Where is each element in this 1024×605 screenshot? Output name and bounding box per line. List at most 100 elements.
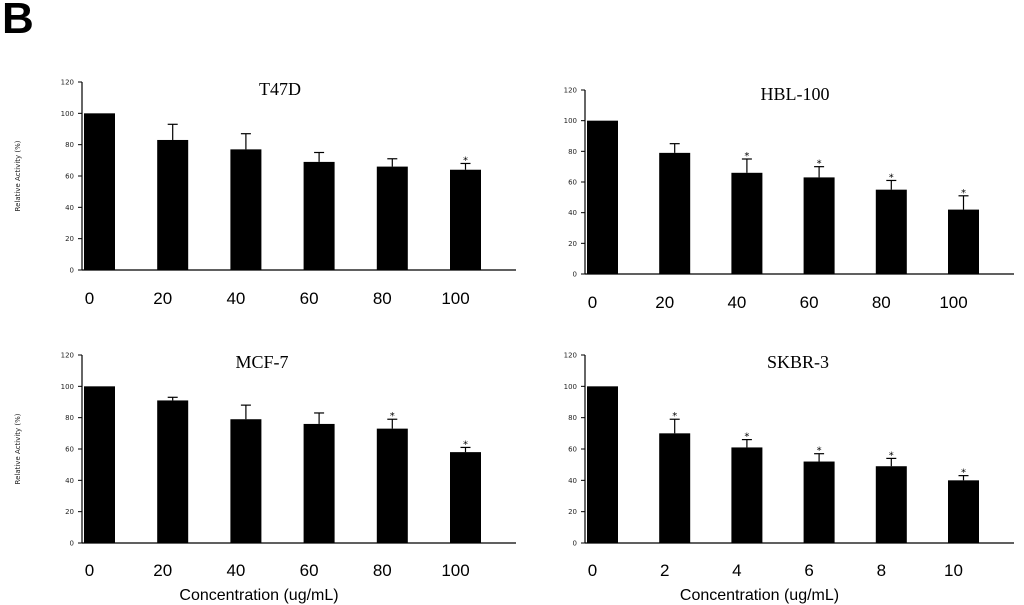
y-axis-label: Relative Activity (%): [14, 140, 22, 211]
significance-marker: *: [672, 411, 677, 422]
bar: [587, 386, 618, 543]
significance-marker: *: [463, 439, 468, 450]
significance-marker: *: [390, 411, 395, 422]
x-tick-label: 100: [441, 289, 469, 308]
x-tick-label: 20: [153, 289, 172, 308]
y-tick-label: 60: [568, 179, 577, 187]
bar: [376, 166, 408, 270]
chart-title: MCF-7: [235, 352, 288, 372]
bar: [157, 400, 189, 543]
y-tick-label: 20: [568, 240, 577, 248]
y-tick-label: 120: [61, 352, 74, 360]
y-tick-label: 60: [65, 173, 74, 181]
x-tick-label: 20: [655, 293, 674, 312]
y-tick-label: 100: [564, 117, 577, 125]
chart-0: T47D 0 20 40 60 80 100 120 Relative Activity (%)…: [14, 79, 516, 308]
y-tick-label: 0: [70, 267, 74, 275]
y-tick-label: 100: [61, 383, 74, 391]
x-tick-label: 0: [588, 561, 597, 580]
x-tick-label: 80: [373, 561, 392, 580]
x-tick-label: 80: [872, 293, 891, 312]
y-tick-label: 20: [65, 508, 74, 516]
chart-title: HBL-100: [761, 84, 830, 104]
x-tick-label: 40: [226, 561, 245, 580]
x-tick-label: 2: [660, 561, 669, 580]
bar: [84, 113, 115, 270]
bar: [948, 209, 979, 274]
y-tick-label: 100: [61, 110, 74, 118]
bar: [875, 466, 907, 543]
bar: [450, 452, 481, 543]
bar: [659, 152, 691, 274]
x-tick-label: 20: [153, 561, 172, 580]
x-tick-label: 40: [727, 293, 746, 312]
chart-3: SKBR-3 0 20 40 60 80 100 120 0 * 2 * 4 * 6 * 8 * 10 Concent…: [564, 352, 1014, 604]
y-tick-label: 80: [65, 414, 74, 422]
x-tick-label: 40: [226, 289, 245, 308]
bar: [948, 480, 979, 543]
y-tick-label: 40: [65, 477, 74, 485]
x-tick-label: 0: [85, 561, 94, 580]
significance-marker: *: [961, 188, 966, 199]
y-tick-label: 0: [573, 271, 577, 279]
y-tick-label: 80: [568, 148, 577, 156]
y-tick-label: 20: [65, 235, 74, 243]
chart-title: T47D: [259, 79, 301, 99]
y-tick-label: 100: [564, 383, 577, 391]
significance-marker: *: [817, 446, 822, 457]
chart-title: SKBR-3: [767, 352, 829, 372]
x-tick-label: 100: [441, 561, 469, 580]
x-tick-label: 60: [300, 289, 319, 308]
x-tick-label: 100: [939, 293, 967, 312]
x-axis-label: Concentration (ug/mL): [680, 587, 839, 604]
significance-marker: *: [744, 432, 749, 443]
significance-marker: *: [889, 450, 894, 461]
y-tick-label: 80: [65, 141, 74, 149]
bar: [450, 169, 481, 270]
significance-marker: *: [889, 172, 894, 183]
x-tick-label: 8: [877, 561, 886, 580]
bar: [659, 433, 691, 543]
bar: [731, 172, 763, 274]
bar: [303, 423, 335, 543]
bar: [230, 149, 262, 270]
x-tick-label: 60: [800, 293, 819, 312]
x-tick-label: 6: [804, 561, 813, 580]
bar: [803, 461, 835, 543]
y-tick-label: 120: [61, 79, 74, 87]
bar: [376, 428, 408, 543]
x-axis-label: Concentration (ug/mL): [179, 587, 338, 604]
x-tick-label: 4: [732, 561, 741, 580]
y-tick-label: 40: [65, 204, 74, 212]
y-tick-label: 40: [568, 209, 577, 217]
panel-label: B: [2, 0, 34, 43]
bar: [157, 139, 189, 270]
bar: [875, 189, 907, 274]
significance-marker: *: [961, 468, 966, 479]
y-tick-label: 20: [568, 508, 577, 516]
significance-marker: *: [463, 155, 468, 166]
y-axis-label: Relative Activity (%): [14, 413, 22, 484]
x-tick-label: 60: [300, 561, 319, 580]
y-tick-label: 0: [573, 540, 577, 548]
y-tick-label: 80: [568, 414, 577, 422]
y-tick-label: 40: [568, 477, 577, 485]
bar: [803, 177, 835, 274]
x-tick-label: 10: [944, 561, 963, 580]
chart-1: HBL-100 0 20 40 60 80 100 120 0 20 * 40 * 60 * 80 * 100: [564, 84, 1014, 312]
bar: [230, 419, 262, 543]
chart-2: MCF-7 0 20 40 60 80 100 120 Relative Activity (%…: [14, 352, 516, 604]
significance-marker: *: [817, 159, 822, 170]
significance-marker: *: [744, 151, 749, 162]
x-tick-label: 80: [373, 289, 392, 308]
y-tick-label: 0: [70, 540, 74, 548]
y-tick-label: 60: [568, 446, 577, 454]
x-tick-label: 0: [85, 289, 94, 308]
y-tick-label: 120: [564, 87, 577, 95]
y-tick-label: 60: [65, 446, 74, 454]
y-tick-label: 120: [564, 352, 577, 360]
bar: [731, 447, 763, 543]
bar: [587, 120, 618, 275]
x-tick-label: 0: [588, 293, 597, 312]
